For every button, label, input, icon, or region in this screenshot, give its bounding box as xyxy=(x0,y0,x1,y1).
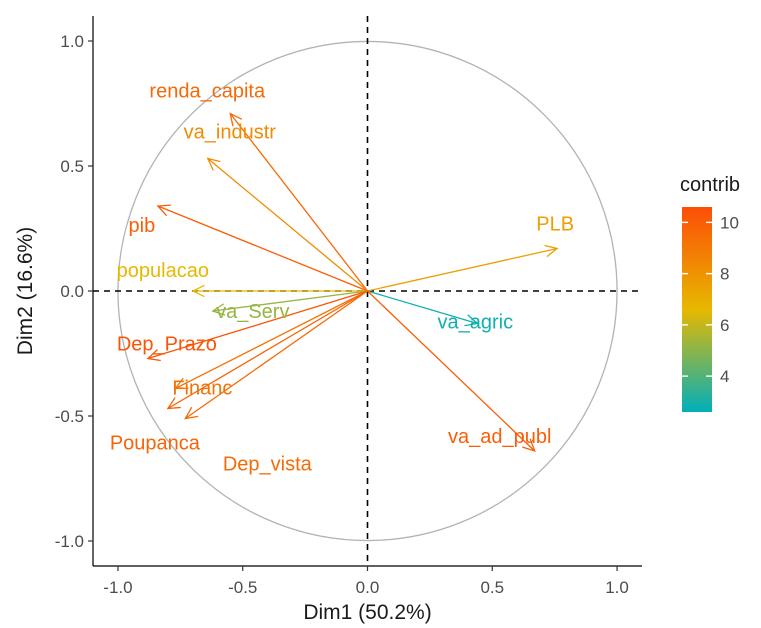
variable-arrow xyxy=(146,290,368,362)
arrow-shaft xyxy=(229,113,369,292)
variable-arrow xyxy=(367,290,536,453)
variable-arrow xyxy=(367,290,479,327)
arrow-head xyxy=(146,349,161,362)
arrow-shaft xyxy=(367,290,478,325)
variable-arrow xyxy=(174,290,368,390)
variable-label: va_ad_publ xyxy=(448,426,551,448)
legend-tick-label: 6 xyxy=(720,316,729,335)
variable-arrow xyxy=(206,157,368,292)
variable-label: Poupanca xyxy=(110,433,201,455)
x-axis-ticks: -1.0 -0.5 0.0 0.5 1.0 xyxy=(103,566,629,597)
y-tick-label: 1.0 xyxy=(60,32,84,51)
variable-arrow xyxy=(211,290,368,316)
variable-label: Dep_Prazo xyxy=(117,334,217,356)
y-tick-label: 0.5 xyxy=(60,157,84,176)
arrow-head xyxy=(206,157,221,171)
legend-tick-label: 8 xyxy=(720,265,729,284)
legend-title: contrib xyxy=(680,174,740,196)
variable-label: Dep_vista xyxy=(223,454,313,476)
variable-label: va_agric xyxy=(437,312,513,334)
arrow-head xyxy=(229,112,243,127)
variable-arrow xyxy=(184,290,368,420)
y-axis-ticks: -1.0 -0.5 0.0 0.5 1.0 xyxy=(55,32,93,551)
arrow-head xyxy=(174,377,189,390)
variable-label: va_Serv xyxy=(216,301,289,323)
legend-colorbar xyxy=(682,207,712,412)
arrow-head xyxy=(211,303,226,316)
arrow-head xyxy=(522,438,536,453)
arrow-head xyxy=(191,284,205,298)
variable-arrow xyxy=(229,112,369,292)
variable-label: PLB xyxy=(536,214,574,236)
legend-tick-label: 4 xyxy=(720,367,729,386)
arrow-shaft xyxy=(212,290,368,312)
arrow-head xyxy=(544,244,559,258)
legend: contrib 4 6 8 10 xyxy=(680,174,740,412)
arrow-shaft xyxy=(367,290,536,452)
variable-arrows xyxy=(146,112,559,453)
arrow-shaft xyxy=(147,290,368,360)
variable-label: va_industr xyxy=(184,122,277,144)
arrow-shaft xyxy=(367,247,558,292)
variable-arrow xyxy=(367,244,559,292)
x-tick-label: 1.0 xyxy=(605,578,629,597)
arrow-shaft xyxy=(184,290,368,420)
x-tick-label: -1.0 xyxy=(103,578,132,597)
arrow-head xyxy=(464,314,479,327)
x-tick-label: 0.5 xyxy=(480,578,504,597)
legend-tick-label: 10 xyxy=(720,213,739,232)
arrow-shaft xyxy=(157,205,368,292)
arrow-head xyxy=(166,397,181,410)
variable-label: renda_capita xyxy=(149,81,266,103)
variable-label: pib xyxy=(129,215,156,237)
variable-arrow xyxy=(166,290,368,410)
y-tick-label: -1.0 xyxy=(55,532,84,551)
x-tick-label: -0.5 xyxy=(228,578,257,597)
variable-label: Financ xyxy=(172,378,232,400)
y-tick-label: 0.0 xyxy=(60,282,84,301)
arrow-shaft xyxy=(167,290,368,410)
y-tick-label: -0.5 xyxy=(55,407,84,426)
legend-ticks: 4 6 8 10 xyxy=(682,213,739,386)
arrow-shaft xyxy=(175,290,368,390)
x-tick-label: 0.0 xyxy=(356,578,380,597)
arrow-head xyxy=(156,204,171,217)
arrow-head xyxy=(184,406,199,420)
axes: -1.0 -0.5 0.0 0.5 1.0 -1.0 -0.5 0.0 0.5 1.0 Dim1… xyxy=(14,16,642,624)
x-axis-title: Dim1 (50.2%) xyxy=(303,601,431,624)
y-axis-title: Dim2 (16.6%) xyxy=(14,227,37,355)
arrow-shaft xyxy=(207,157,368,292)
variable-arrow xyxy=(156,204,368,292)
variable-arrow xyxy=(191,284,368,298)
variable-label: populacao xyxy=(117,260,209,282)
